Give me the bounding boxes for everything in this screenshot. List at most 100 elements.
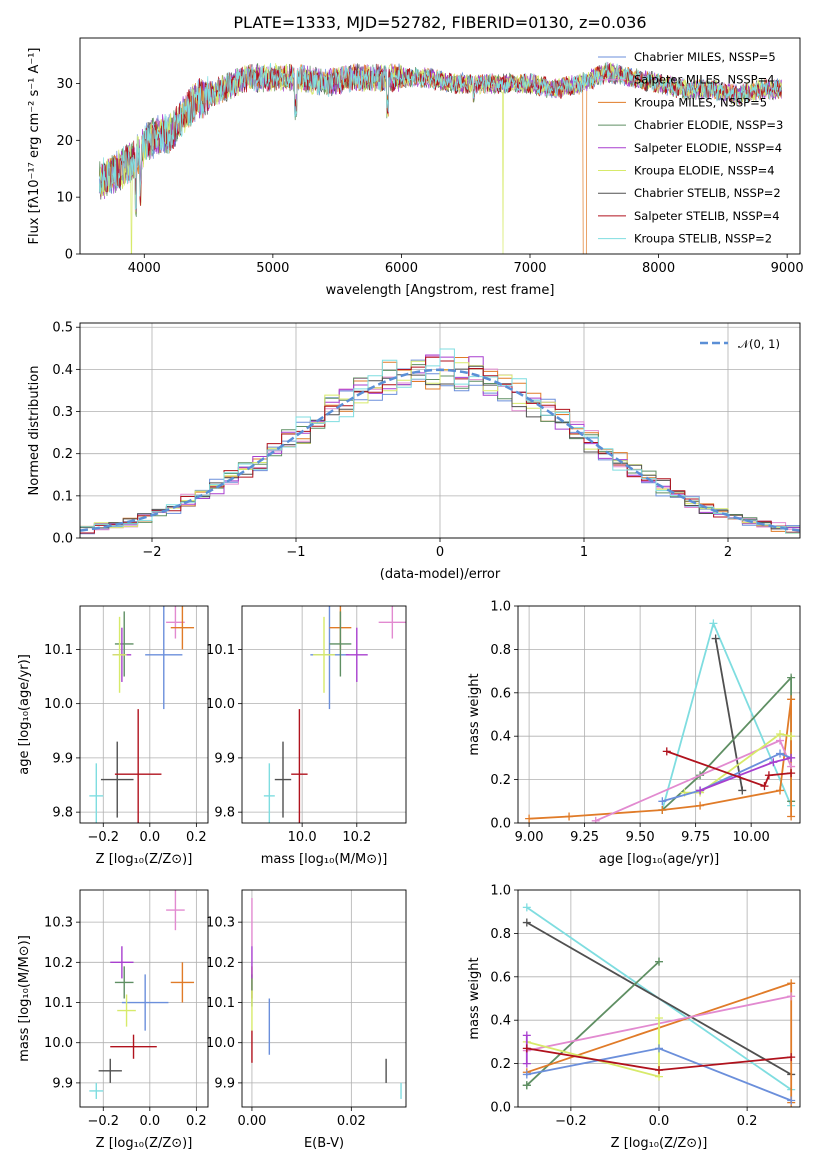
- weight-marker: [655, 1014, 663, 1023]
- y-tick-label: 0.2: [490, 1057, 511, 1072]
- plot-area: [263, 606, 406, 823]
- x-axis-label: mass [log₁₀(M/M⊙)]: [261, 852, 388, 867]
- weight-marker: [522, 1081, 531, 1090]
- y-tick-label: 0.6: [490, 970, 511, 985]
- normal-curve: [80, 368, 800, 532]
- x-tick-label: 10.00: [733, 830, 770, 845]
- y-tick-label: 0.8: [490, 927, 511, 942]
- y-tick-label: 9.9: [214, 751, 235, 766]
- weight-marker: [776, 730, 785, 739]
- panel-spectrum: 4000 5000 6000 7000 8000 9000 0 10 20 30 PLATE=133…: [27, 13, 804, 298]
- y-tick-label: 9.9: [52, 751, 73, 766]
- weight-marker: [760, 782, 769, 791]
- legend-entry: Chabrier MILES, NSSP=5: [634, 50, 776, 64]
- x-tick-label: 0.2: [186, 1114, 207, 1129]
- y-tick-label: 10.0: [44, 697, 73, 712]
- x-tick-label: 6000: [385, 261, 418, 276]
- plot-area: [522, 903, 796, 1107]
- x-tick-label: 0.2: [186, 830, 207, 845]
- plot-area: [98, 61, 783, 254]
- y-tick-label: 0.4: [52, 363, 73, 378]
- x-axis-label: E(B-V): [304, 1136, 344, 1151]
- y-tick-label: 0.0: [52, 532, 73, 547]
- plot-area: [89, 606, 195, 823]
- y-axis-label: mass weight: [467, 957, 482, 1039]
- weight-marker: [658, 805, 667, 814]
- weight-marker: [522, 1044, 531, 1053]
- y-tick-label: 10.3: [206, 916, 235, 931]
- axes-frame: [79, 605, 209, 824]
- weight-marker: [787, 695, 796, 704]
- y-tick-label: 10.3: [44, 916, 73, 931]
- axes-frame: [517, 605, 801, 824]
- weight-marker: [787, 753, 796, 762]
- x-tick-label: 4000: [128, 261, 161, 276]
- weight-marker: [662, 747, 671, 756]
- y-tick-label: 0.2: [52, 447, 73, 462]
- x-tick-label: 2: [724, 545, 732, 560]
- x-tick-label: −0.2: [87, 1114, 119, 1129]
- weight-marker: [696, 786, 705, 795]
- plot-area: [80, 348, 800, 537]
- y-tick-label: 9.9: [214, 1076, 235, 1091]
- weight-marker: [787, 992, 796, 1001]
- x-tick-label: 9.50: [626, 830, 655, 845]
- x-tick-label: 10.2: [342, 830, 371, 845]
- weight-marker: [776, 786, 785, 795]
- weight-line: [526, 921, 792, 1076]
- panel-z-weight: −0.2 0.0 0.2 0.0 0.2 0.4 0.6 0.8 1.0 Z [log₁₀(Z/Z…: [467, 884, 801, 1151]
- x-tick-label: 9000: [771, 261, 804, 276]
- y-axis-label: mass weight: [467, 673, 482, 755]
- x-tick-label: −0.2: [87, 830, 119, 845]
- y-tick-label: 9.8: [52, 806, 73, 821]
- legend-entry: Chabrier ELODIE, NSSP=3: [634, 118, 783, 132]
- weight-marker: [738, 786, 747, 795]
- panel-z-mass: −0.2 0.0 0.2 9.9 10.0 10.1 10.2 10.3 Z [log₁₀(Z/…: [17, 889, 209, 1151]
- x-tick-label: 0.0: [649, 1114, 670, 1129]
- y-tick-label: 0.8: [490, 643, 511, 658]
- y-tick-label: 0.5: [52, 321, 73, 336]
- legend-entry: Chabrier STELIB, NSSP=2: [634, 186, 781, 200]
- weight-line: [666, 750, 792, 788]
- y-tick-label: 0: [65, 248, 73, 263]
- weight-marker: [711, 634, 720, 643]
- weight-marker: [655, 1066, 663, 1075]
- y-tick-label: 1.0: [490, 884, 511, 899]
- y-tick-label: 0.3: [52, 405, 73, 420]
- spectrum-line: [98, 61, 783, 210]
- x-tick-label: 0.0: [139, 830, 160, 845]
- y-tick-label: 9.8: [214, 806, 235, 821]
- weight-marker: [525, 814, 534, 823]
- x-axis-label: Z [log₁₀(Z/Z⊙)]: [96, 852, 193, 867]
- x-tick-label: 0.00: [237, 1114, 266, 1129]
- legend-entry: Salpeter STELIB, NSSP=4: [634, 209, 780, 223]
- weight-marker: [787, 673, 796, 682]
- weight-marker: [787, 1053, 796, 1062]
- y-axis-label: Normed distribution: [27, 366, 42, 496]
- y-tick-label: 10.2: [206, 956, 235, 971]
- axes-frame: [79, 889, 209, 1108]
- y-axis-label: mass [log₁₀(M/M⊙)]: [17, 935, 32, 1062]
- x-tick-label: 0.0: [139, 1114, 160, 1129]
- weight-marker: [787, 732, 796, 741]
- weight-marker: [655, 1044, 663, 1053]
- axes-frame: [517, 889, 801, 1108]
- legend-entry: 𝒩(0, 1): [738, 337, 780, 351]
- y-tick-label: 20: [56, 134, 73, 149]
- x-axis-label: Z [log₁₀(Z/Z⊙)]: [611, 1136, 708, 1151]
- histogram-step: [80, 348, 800, 534]
- x-axis-label: Z [log₁₀(Z/Z⊙)]: [96, 1136, 193, 1151]
- axes-frame: [79, 322, 801, 539]
- chart-title: PLATE=1333, MJD=52782, FIBERID=0130, z=0…: [233, 13, 646, 32]
- axes-frame: [241, 605, 407, 824]
- legend-entry: Salpeter ELODIE, NSSP=4: [634, 141, 782, 155]
- x-axis-label: (data-model)/error: [380, 567, 501, 582]
- legend-entry: Kroupa ELODIE, NSSP=4: [634, 164, 775, 178]
- y-tick-label: 0.6: [490, 686, 511, 701]
- y-tick-label: 0.1: [52, 489, 73, 504]
- panel-age-weight: 9.00 9.25 9.50 9.75 10.00 0.0 0.2 0.4 0.6 0.8 1.0 a…: [467, 600, 801, 867]
- legend: Chabrier MILES, NSSP=5 Salpeter MILES, NS…: [598, 50, 783, 246]
- panel-ebv-mass: 0.00 0.02 9.9 10.0 10.1 10.2 10.3 E(B-V): [206, 889, 407, 1151]
- x-tick-label: 10.0: [288, 830, 317, 845]
- x-tick-label: 5000: [256, 261, 289, 276]
